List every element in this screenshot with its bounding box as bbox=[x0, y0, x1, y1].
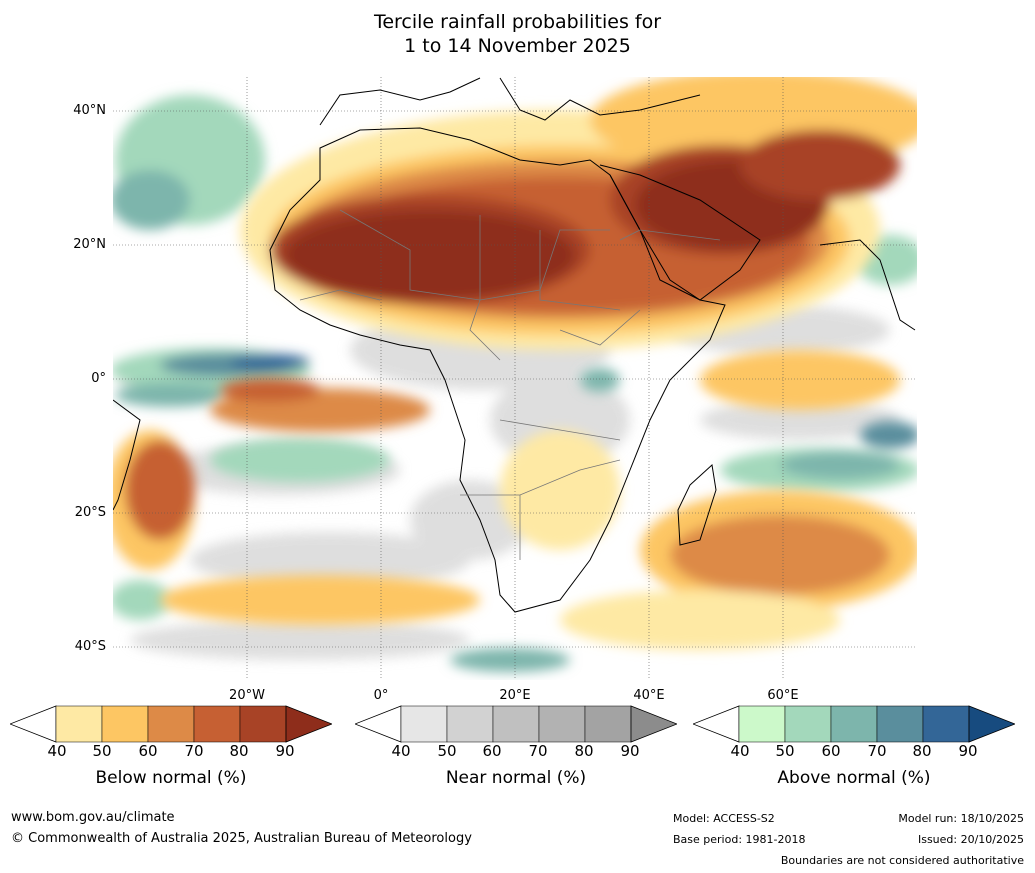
colorbar-segment bbox=[446, 705, 494, 743]
colorbar-below-label: Below normal (%) bbox=[95, 768, 247, 788]
colorbar-extend-low bbox=[693, 705, 740, 743]
colorbar-near-label: Near normal (%) bbox=[445, 768, 587, 788]
europe-coastline bbox=[319, 77, 701, 126]
lat-label-40s: 40°S bbox=[74, 639, 106, 654]
south-america-coastline bbox=[113, 399, 141, 511]
colorbar-extend-high bbox=[968, 705, 1015, 743]
colorbar-near-normal bbox=[355, 705, 677, 743]
tick-label: 80 bbox=[229, 742, 249, 760]
issued-text: Issued: 20/10/2025 bbox=[917, 833, 1024, 846]
lat-label-20n: 20°N bbox=[73, 237, 106, 252]
coastlines bbox=[113, 77, 916, 613]
lon-label-40e: 40°E bbox=[633, 688, 665, 703]
tick-label: 50 bbox=[92, 742, 112, 760]
colorbar-segment bbox=[492, 705, 540, 743]
colorbar-segment bbox=[193, 705, 241, 743]
lon-label-60e: 60°E bbox=[767, 688, 799, 703]
lon-label-20e: 20°E bbox=[499, 688, 531, 703]
tick-label: 90 bbox=[275, 742, 295, 760]
colorbar-segment bbox=[400, 705, 448, 743]
lon-label-20w: 20°W bbox=[229, 688, 265, 703]
colorbar-segment bbox=[738, 705, 786, 743]
tick-label: 60 bbox=[482, 742, 502, 760]
tick-label: 50 bbox=[437, 742, 457, 760]
lon-label-0: 0° bbox=[373, 688, 389, 703]
colorbar-extend-low bbox=[10, 705, 57, 743]
tick-label: 70 bbox=[867, 742, 887, 760]
colorbar-extend-high bbox=[630, 705, 677, 743]
colorbar-segment bbox=[784, 705, 832, 743]
colorbar-segment bbox=[55, 705, 103, 743]
colorbar-extend-low bbox=[355, 705, 402, 743]
tick-label: 70 bbox=[528, 742, 548, 760]
tick-label: 80 bbox=[912, 742, 932, 760]
arabia-coastline bbox=[599, 164, 761, 301]
base-period-text: Base period: 1981-2018 bbox=[673, 833, 806, 846]
lat-label-40n: 40°N bbox=[73, 103, 106, 118]
colorbar-segment bbox=[830, 705, 878, 743]
colorbar-below-normal bbox=[10, 705, 332, 743]
title-line-2: 1 to 14 November 2025 bbox=[404, 35, 631, 57]
colorbar-segment bbox=[584, 705, 632, 743]
model-text: Model: ACCESS-S2 bbox=[673, 812, 775, 825]
colorbar-segment bbox=[101, 705, 149, 743]
colorbar-above-normal bbox=[693, 705, 1015, 743]
tick-label: 60 bbox=[821, 742, 841, 760]
lat-label-20s: 20°S bbox=[74, 505, 106, 520]
tick-label: 70 bbox=[184, 742, 204, 760]
model-run-text: Model run: 18/10/2025 bbox=[898, 812, 1024, 825]
madagascar bbox=[677, 464, 717, 546]
colorbar-segment bbox=[538, 705, 586, 743]
disclaimer-text: Boundaries are not considered authoritat… bbox=[780, 854, 1024, 867]
tick-label: 40 bbox=[47, 742, 67, 760]
tick-label: 60 bbox=[138, 742, 158, 760]
website-link[interactable]: www.bom.gov.au/climate bbox=[11, 810, 175, 825]
tick-label: 50 bbox=[775, 742, 795, 760]
tick-label: 90 bbox=[620, 742, 640, 760]
copyright-text: © Commonwealth of Australia 2025, Austra… bbox=[11, 831, 472, 846]
country-borders bbox=[299, 209, 721, 560]
tick-label: 80 bbox=[574, 742, 594, 760]
africa-coastline bbox=[269, 127, 726, 613]
colorbar-segment bbox=[922, 705, 970, 743]
title-line-1: Tercile rainfall probabilities for bbox=[373, 11, 662, 33]
tick-label: 40 bbox=[391, 742, 411, 760]
colorbar-extend-high bbox=[285, 705, 332, 743]
colorbar-segment bbox=[239, 705, 287, 743]
lat-label-0: 0° bbox=[91, 371, 106, 386]
tick-label: 90 bbox=[958, 742, 978, 760]
map-title: Tercile rainfall probabilities for 1 to … bbox=[0, 10, 1035, 58]
colorbar-above-label: Above normal (%) bbox=[777, 768, 931, 788]
colorbar-segment bbox=[876, 705, 924, 743]
tick-label: 40 bbox=[730, 742, 750, 760]
rainfall-probability-map bbox=[113, 77, 917, 680]
india-coastline bbox=[819, 239, 916, 331]
colorbar-segment bbox=[147, 705, 195, 743]
graticule bbox=[113, 77, 917, 680]
